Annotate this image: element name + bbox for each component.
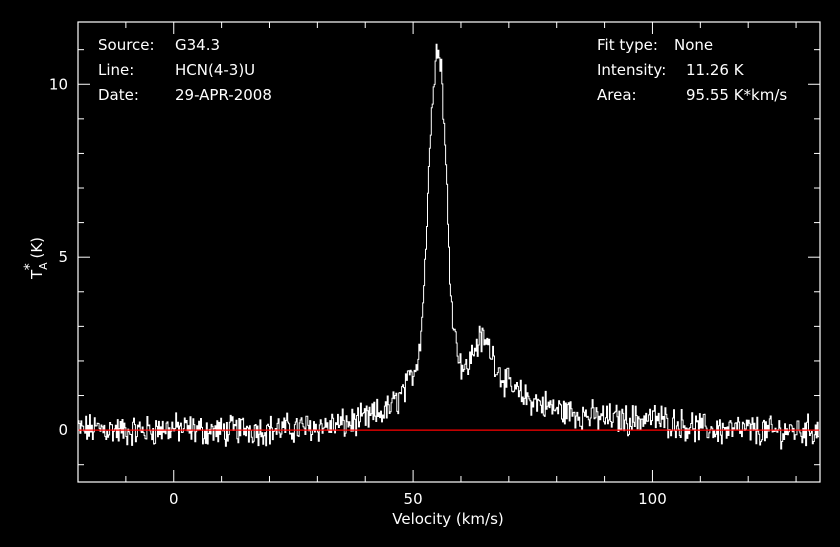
source-value: G34.3 <box>175 36 220 54</box>
plot-frame <box>77 21 821 483</box>
spectrum-line <box>77 43 819 450</box>
y-tick-label: 5 <box>58 248 68 266</box>
line-key: Line: <box>98 61 134 79</box>
x-axis-title: Velocity (km/s) <box>392 510 503 528</box>
intensity-key: Intensity: <box>597 61 666 79</box>
source-key: Source: <box>98 36 155 54</box>
date-value: 29-APR-2008 <box>175 86 272 104</box>
y-tick-label: 0 <box>58 421 68 439</box>
intensity-value: 11.26 K <box>686 61 745 79</box>
x-tick-label: 100 <box>638 490 667 508</box>
y-tick-label: 10 <box>49 75 68 93</box>
line-value: HCN(4-3)U <box>175 61 255 79</box>
data-series <box>77 43 820 450</box>
x-tick-label: 0 <box>169 490 179 508</box>
fit-type-value: None <box>674 36 713 54</box>
fit-type-key: Fit type: <box>597 36 658 54</box>
area-key: Area: <box>597 86 637 104</box>
area-value: 95.55 K*km/s <box>686 86 787 104</box>
date-key: Date: <box>98 86 139 104</box>
x-tick-label: 50 <box>404 490 423 508</box>
axis-ticks: 0 50 100 0 5 10 <box>49 22 820 508</box>
